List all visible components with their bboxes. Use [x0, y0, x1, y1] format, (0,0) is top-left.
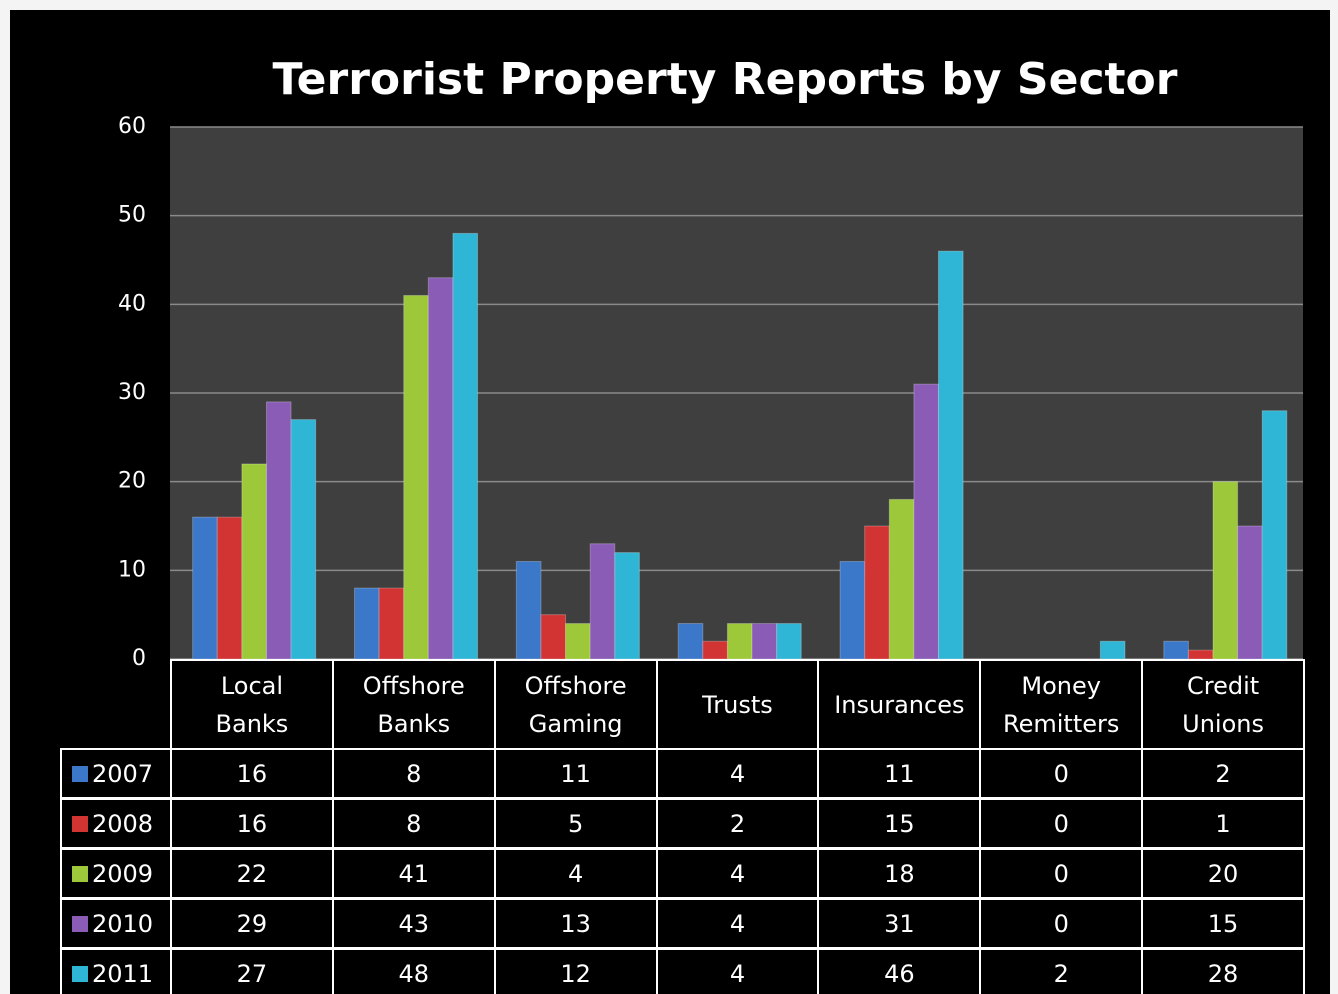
y-tick-label: 10: [118, 557, 146, 582]
legend-swatch: [72, 865, 88, 882]
legend-label: 2008: [92, 809, 154, 838]
bar: [540, 614, 567, 660]
table-value: 4: [493, 848, 658, 899]
bar: [565, 623, 591, 660]
table-value: 48: [331, 948, 496, 994]
table-value: 31: [817, 898, 982, 949]
bar: [515, 560, 542, 660]
legend-cell: 2010: [60, 898, 172, 949]
table-value: 15: [1141, 898, 1305, 949]
legend-cell: 2009: [60, 848, 172, 899]
bar: [888, 498, 915, 660]
bar: [1099, 640, 1126, 660]
table-value: 29: [170, 898, 334, 949]
category-header: Money Remitters: [979, 659, 1144, 750]
bar: [265, 401, 292, 660]
table-value: 12: [493, 948, 658, 994]
legend-cell: 2011: [60, 948, 172, 994]
y-tick-label: 0: [132, 646, 146, 671]
category-header: Offshore Banks: [331, 659, 496, 750]
table-value: 1: [1141, 798, 1305, 849]
table-value: 2: [1141, 748, 1305, 799]
bar: [241, 463, 267, 660]
y-tick-label: 50: [118, 203, 146, 228]
y-tick-label: 20: [118, 469, 146, 494]
legend-cell: 2007: [60, 748, 172, 799]
bar: [403, 294, 429, 660]
table-value: 8: [331, 798, 496, 849]
legend-cell: 2008: [60, 798, 172, 849]
bar: [677, 623, 704, 660]
table-value: 22: [170, 848, 334, 899]
bar: [1212, 481, 1239, 660]
bar: [751, 623, 778, 660]
table-value: 13: [493, 898, 658, 949]
bar: [216, 516, 243, 660]
table-value: 0: [979, 898, 1144, 949]
table-value: 43: [331, 898, 496, 949]
y-tick-label: 60: [118, 114, 146, 139]
table-value: 4: [655, 898, 820, 949]
bar: [864, 525, 890, 660]
bar: [726, 623, 753, 660]
bar: [614, 552, 640, 660]
category-header: Credit Unions: [1141, 659, 1305, 750]
table-value: 20: [1141, 848, 1305, 899]
table-value: 11: [817, 748, 982, 799]
bar: [1163, 640, 1189, 660]
bar: [937, 250, 964, 660]
table-value: 11: [493, 748, 658, 799]
table-value: 2: [979, 948, 1144, 994]
category-header: Insurances: [817, 659, 982, 750]
table-value: 0: [979, 748, 1144, 799]
table-value: 27: [170, 948, 334, 994]
category-header: Trusts: [655, 659, 820, 750]
chart-title: Terrorist Property Reports by Sector: [273, 54, 1178, 105]
bar: [290, 419, 317, 660]
legend-label: 2010: [92, 909, 154, 938]
table-value: 0: [979, 798, 1144, 849]
legend-label: 2011: [92, 959, 154, 988]
legend-label: 2007: [92, 759, 154, 788]
bar: [354, 587, 380, 660]
table-value: 4: [655, 948, 820, 994]
y-tick-label: 30: [118, 380, 146, 405]
table-value: 15: [817, 798, 982, 849]
legend-swatch: [72, 965, 88, 982]
bar: [913, 383, 939, 660]
bar: [452, 232, 479, 660]
table-value: 46: [817, 948, 982, 994]
category-header: Offshore Gaming: [493, 659, 658, 750]
table-value: 28: [1141, 948, 1305, 994]
bar: [1187, 649, 1214, 660]
legend-swatch: [72, 815, 88, 832]
table-value: 8: [331, 748, 496, 799]
bar: [702, 640, 728, 660]
table-value: 18: [817, 848, 982, 899]
bar: [839, 560, 866, 660]
table-value: 0: [979, 848, 1144, 899]
table-value: 16: [170, 748, 334, 799]
bar: [192, 516, 218, 660]
bar: [378, 587, 405, 660]
table-value: 5: [493, 798, 658, 849]
bar: [427, 277, 454, 660]
table-value: 16: [170, 798, 334, 849]
y-tick-label: 40: [118, 291, 146, 316]
table-value: 4: [655, 848, 820, 899]
bar: [776, 623, 802, 660]
bar: [1261, 410, 1288, 660]
table-value: 4: [655, 748, 820, 799]
bar: [589, 543, 616, 660]
table-value: 41: [331, 848, 496, 899]
bar: [1237, 525, 1263, 660]
category-header: Local Banks: [170, 659, 334, 750]
legend-label: 2009: [92, 859, 154, 888]
legend-swatch: [72, 915, 88, 932]
table-value: 2: [655, 798, 820, 849]
legend-swatch: [72, 765, 88, 782]
